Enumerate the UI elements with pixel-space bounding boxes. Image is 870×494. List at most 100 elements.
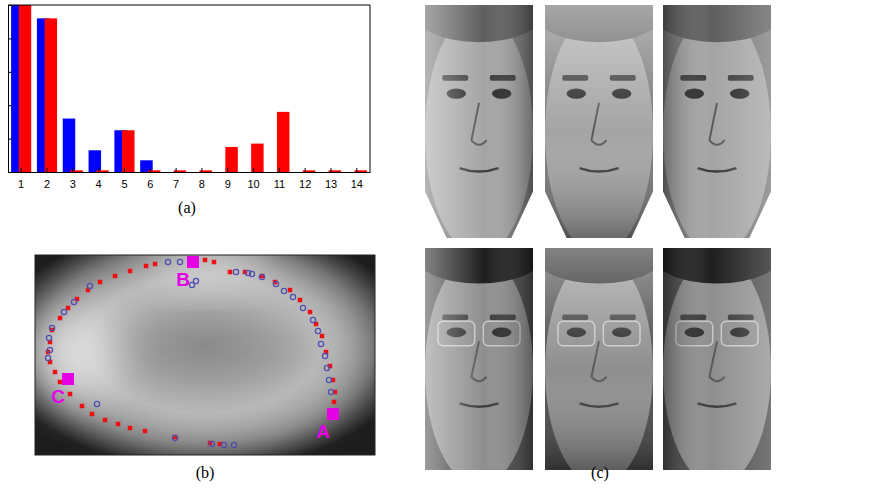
mask-corner <box>511 191 533 238</box>
point <box>318 341 323 346</box>
tick-mark <box>8 105 12 106</box>
bar <box>354 170 366 172</box>
point <box>128 426 133 431</box>
tick-label: 3 <box>70 178 76 190</box>
point <box>203 258 208 263</box>
mask-corner <box>749 191 771 238</box>
tick <box>8 105 12 106</box>
tick-mark <box>8 139 12 140</box>
tick-mark <box>253 168 254 172</box>
bar <box>251 144 263 172</box>
tick-mark <box>279 168 280 172</box>
point <box>288 288 293 293</box>
figure: 1234567891011121314(a)ABC(b)(c) <box>0 0 870 494</box>
plot-background <box>8 5 370 172</box>
bar <box>303 170 315 172</box>
point <box>58 316 63 321</box>
labeled-point <box>62 373 74 385</box>
field-bright <box>150 255 270 285</box>
tick-label: 4 <box>96 178 102 190</box>
x-axis: 1234567891011121314 <box>9 168 371 190</box>
point <box>68 392 73 397</box>
tick <box>8 172 12 173</box>
bar <box>96 170 108 172</box>
bar <box>277 112 289 172</box>
point-label: C <box>51 386 65 407</box>
tick: 6 <box>147 168 153 190</box>
bar <box>70 170 82 172</box>
bar <box>174 170 186 172</box>
tick: 2 <box>44 168 50 190</box>
point <box>308 310 313 315</box>
tick: 11 <box>274 168 285 190</box>
photo-background <box>663 248 771 470</box>
tick-mark <box>124 168 125 172</box>
bar <box>122 130 134 172</box>
photo-background <box>663 5 771 238</box>
photo <box>663 248 771 470</box>
photo-background <box>425 248 533 470</box>
tick-mark <box>176 168 177 172</box>
point <box>90 412 95 417</box>
tick-label: 6 <box>147 178 153 190</box>
tick-label: 13 <box>325 178 337 190</box>
frame-right <box>370 5 371 172</box>
point <box>113 274 118 279</box>
point <box>228 270 233 275</box>
panel-a: 1234567891011121314(a) <box>8 5 371 217</box>
tick-mark <box>21 168 22 172</box>
point <box>103 418 108 423</box>
tick: 13 <box>325 168 337 190</box>
tick <box>8 38 12 39</box>
point <box>315 328 320 333</box>
labeled-point <box>187 256 199 268</box>
lighting <box>425 248 533 470</box>
tick-mark <box>8 172 12 173</box>
point <box>231 442 236 447</box>
photo <box>663 5 771 238</box>
tick-label: 9 <box>225 178 231 190</box>
bar <box>225 147 237 172</box>
tick: 14 <box>351 168 363 190</box>
tick: 12 <box>299 168 311 190</box>
bar <box>199 170 211 172</box>
point <box>46 335 51 340</box>
point <box>281 288 286 293</box>
point <box>45 355 50 360</box>
mask-corner <box>545 191 567 238</box>
point <box>212 260 217 265</box>
point <box>233 269 238 274</box>
lighting <box>425 5 533 238</box>
tick: 5 <box>121 168 127 190</box>
point <box>128 269 133 274</box>
point-label: A <box>316 421 330 442</box>
point <box>328 389 333 394</box>
photo <box>545 248 653 470</box>
tick-mark <box>98 168 99 172</box>
lighting <box>545 248 653 470</box>
point <box>290 294 295 299</box>
point <box>87 283 92 288</box>
frame-top <box>8 5 370 6</box>
point <box>249 271 254 276</box>
bar <box>45 18 57 172</box>
tick-mark <box>201 168 202 172</box>
tick-label: 10 <box>247 178 259 190</box>
bar <box>19 5 31 172</box>
photo-background <box>545 5 653 238</box>
point <box>61 309 66 314</box>
point <box>49 325 54 330</box>
lighting <box>663 248 771 470</box>
tick: 3 <box>70 168 76 190</box>
tick-label: 2 <box>44 178 50 190</box>
tick-mark <box>331 168 332 172</box>
tick: 4 <box>96 168 102 190</box>
mask-corner <box>425 191 447 238</box>
mask-corner <box>663 191 685 238</box>
point <box>172 435 177 440</box>
point <box>94 401 99 406</box>
photo <box>545 5 653 238</box>
tick <box>8 72 12 73</box>
tick-label: 5 <box>121 178 127 190</box>
tick: 9 <box>225 168 231 190</box>
